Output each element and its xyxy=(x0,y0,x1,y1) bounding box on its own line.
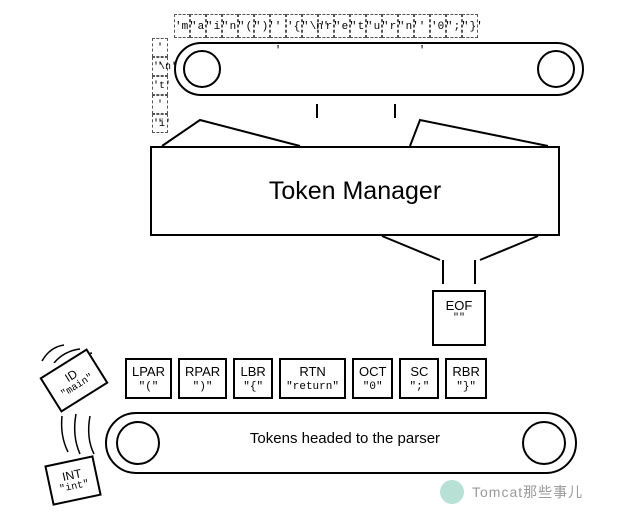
conveyor-wheel xyxy=(183,50,221,88)
token-box: RPAR ")" xyxy=(178,358,227,399)
token-literal: "{" xyxy=(240,381,266,393)
input-char: '\n' xyxy=(302,14,318,38)
token-box: LPAR "(" xyxy=(125,358,172,399)
token-row: LPAR "(" RPAR ")" LBR "{" RTN "return" OCT "0" SC "… xyxy=(125,358,487,399)
token-box: RTN "return" xyxy=(279,358,346,399)
token-name: RBR xyxy=(452,364,479,379)
token-box: LBR "{" xyxy=(233,358,273,399)
token-name: RTN xyxy=(299,364,325,379)
input-char: ' ' xyxy=(270,14,286,38)
input-char: ' ' xyxy=(414,14,430,38)
token-name: OCT xyxy=(359,364,386,379)
token-literal: ")" xyxy=(185,381,220,393)
input-char: ' ' xyxy=(152,38,168,57)
input-char: ' ' xyxy=(152,95,168,114)
token-literal: "(" xyxy=(132,381,165,393)
input-conveyor xyxy=(174,42,584,96)
input-char: '0' xyxy=(430,14,446,38)
int-token: INT "int" xyxy=(44,455,101,506)
token-name: LBR xyxy=(241,364,266,379)
token-box: SC ";" xyxy=(399,358,439,399)
token-name: LPAR xyxy=(132,364,165,379)
conveyor-wheel xyxy=(116,421,160,465)
input-char: ';' xyxy=(446,14,462,38)
conveyor-wheel xyxy=(537,50,575,88)
input-char: 'n' xyxy=(398,14,414,38)
input-char: 'e' xyxy=(334,14,350,38)
token-name: SC xyxy=(410,364,428,379)
token-name: EOF xyxy=(446,298,473,313)
token-name: RPAR xyxy=(185,364,220,379)
funnel-top xyxy=(160,118,550,148)
token-box: OCT "0" xyxy=(352,358,393,399)
token-literal: ";" xyxy=(406,381,432,393)
input-char: 't' xyxy=(350,14,366,38)
token-literal: "" xyxy=(434,313,484,324)
token-literal: "return" xyxy=(286,381,339,393)
output-chute xyxy=(442,260,476,284)
token-manager-box: Token Manager xyxy=(150,146,560,236)
token-literal: "0" xyxy=(359,381,386,393)
watermark-logo-icon xyxy=(440,480,464,504)
eof-token: EOF "" xyxy=(432,290,486,346)
input-char: '{' xyxy=(286,14,302,38)
funnel-bottom xyxy=(380,234,540,262)
hopper-neck-top xyxy=(316,104,396,118)
token-manager-title: Token Manager xyxy=(269,177,441,206)
input-char: ')' xyxy=(254,14,270,38)
input-char: 'u' xyxy=(366,14,382,38)
input-char: 't' xyxy=(152,76,168,95)
input-char: '(' xyxy=(238,14,254,38)
input-char: 'a' xyxy=(190,14,206,38)
watermark-text: Tomcat那些事儿 xyxy=(472,482,583,502)
token-box: RBR "}" xyxy=(445,358,486,399)
input-char: 'r' xyxy=(318,14,334,38)
conveyor-wheel xyxy=(522,421,566,465)
input-char: 'r' xyxy=(382,14,398,38)
input-char: 'm' xyxy=(174,14,190,38)
output-conveyor-label: Tokens headed to the parser xyxy=(200,430,490,447)
input-char-row: 'm''a''i''n''('')'' ''{''\n''r''e''t''u'… xyxy=(174,14,594,38)
input-char: 'i' xyxy=(206,14,222,38)
input-char: '\n' xyxy=(152,57,168,76)
motion-lines xyxy=(58,412,102,456)
input-char: 'n' xyxy=(222,14,238,38)
input-char: '}' xyxy=(462,14,478,38)
token-literal: "}" xyxy=(452,381,479,393)
